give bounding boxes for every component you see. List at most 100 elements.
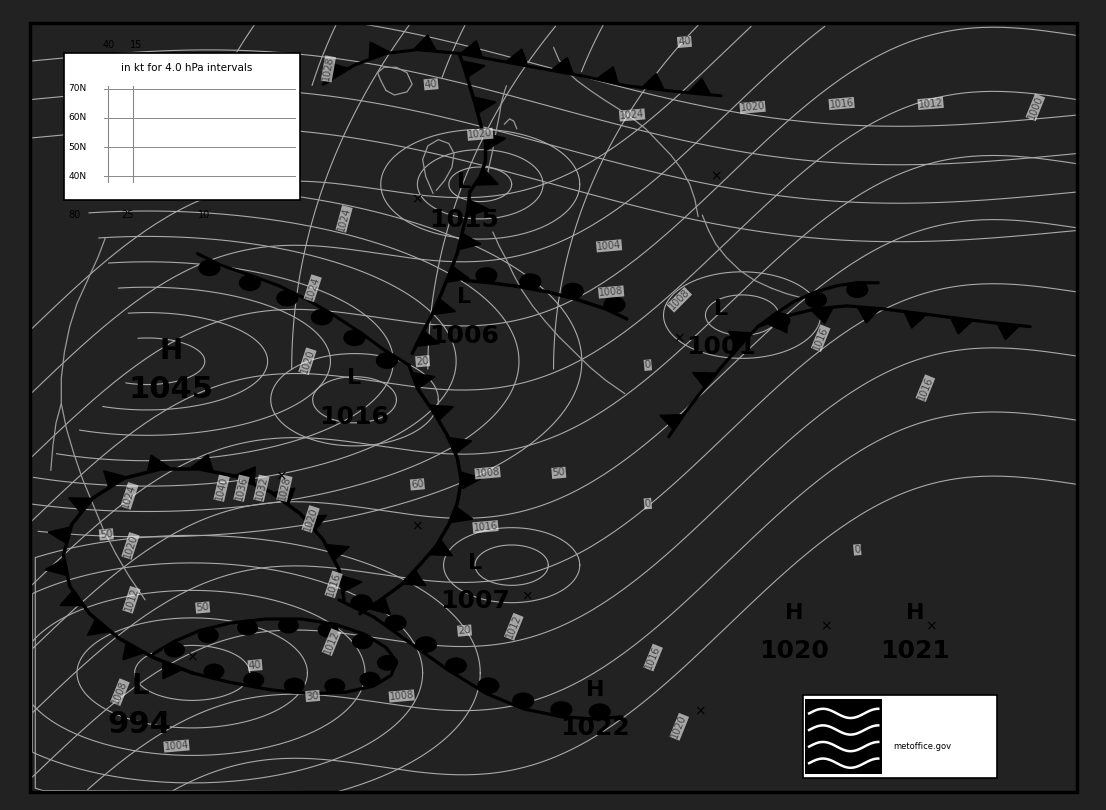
Polygon shape [326,62,348,79]
Circle shape [199,260,220,275]
Text: 1016: 1016 [644,644,662,671]
Text: 1045: 1045 [128,375,213,404]
Circle shape [361,672,379,687]
Polygon shape [104,471,126,488]
Text: 1008: 1008 [389,690,415,702]
Text: 40: 40 [102,40,115,50]
Text: ×: × [820,620,832,633]
Text: 1016: 1016 [325,571,342,598]
Text: 1024: 1024 [336,206,352,232]
Polygon shape [448,437,472,454]
Polygon shape [904,312,927,328]
Text: 1016: 1016 [916,375,935,402]
Text: 0: 0 [644,360,651,370]
Polygon shape [467,199,489,216]
Bar [803,695,997,778]
Polygon shape [367,597,390,614]
Text: 60N: 60N [69,113,87,122]
Text: ×: × [275,470,288,484]
Polygon shape [403,570,426,586]
Text: 1020: 1020 [468,128,493,140]
Circle shape [325,679,345,693]
Circle shape [244,673,263,687]
Circle shape [416,637,436,652]
Text: 1016: 1016 [828,97,854,109]
Polygon shape [60,590,84,606]
Text: ×: × [187,650,198,664]
Circle shape [847,282,868,297]
Polygon shape [325,544,349,561]
Circle shape [376,353,397,369]
Text: 1020: 1020 [740,101,765,113]
Text: H: H [906,603,925,623]
Circle shape [589,704,611,719]
Text: 70N: 70N [69,84,87,93]
Text: L: L [458,288,471,307]
Circle shape [385,616,406,630]
Text: 1006: 1006 [429,324,500,347]
Polygon shape [728,331,752,347]
Text: 1020: 1020 [302,505,320,532]
Polygon shape [596,66,618,84]
Text: 1012: 1012 [504,613,523,640]
Text: L: L [468,553,482,573]
Polygon shape [641,74,665,90]
Text: 1012: 1012 [322,629,341,655]
Circle shape [165,642,185,657]
Polygon shape [449,506,472,523]
Text: 1021: 1021 [880,639,950,663]
Text: ×: × [710,169,722,184]
Text: ×: × [522,589,533,603]
Polygon shape [950,318,973,334]
Polygon shape [272,488,295,505]
Text: 60: 60 [410,479,425,490]
Text: 1001: 1001 [686,335,757,360]
Text: 1016: 1016 [812,325,830,352]
Polygon shape [474,170,499,185]
Text: 1022: 1022 [561,716,630,740]
Polygon shape [692,373,717,388]
Text: metoffice.gov: metoffice.gov [893,742,951,751]
Circle shape [351,595,372,610]
Circle shape [240,275,260,291]
Polygon shape [123,642,145,660]
Text: 20: 20 [416,356,429,367]
Text: 1000: 1000 [1026,94,1044,121]
Circle shape [513,693,533,709]
Polygon shape [69,498,93,513]
Text: 1015: 1015 [429,208,500,232]
Text: 1016: 1016 [320,405,389,428]
Circle shape [312,309,332,325]
Text: 1008: 1008 [111,679,129,706]
Text: 40N: 40N [69,172,86,181]
Circle shape [769,313,790,328]
Circle shape [520,274,541,289]
Text: ×: × [265,169,276,184]
Text: in kt for 4.0 hPa intervals: in kt for 4.0 hPa intervals [122,62,252,73]
Text: 25: 25 [121,211,134,220]
Polygon shape [414,35,437,51]
Polygon shape [460,471,482,488]
Circle shape [551,701,572,717]
Text: ×: × [925,620,937,633]
Text: 1032: 1032 [253,475,269,501]
Circle shape [276,291,298,305]
Text: 50: 50 [196,602,210,613]
Circle shape [476,268,497,283]
Text: 1008: 1008 [474,467,500,479]
Polygon shape [49,526,71,544]
Polygon shape [429,540,452,556]
Text: 1008: 1008 [598,286,624,298]
Text: 50: 50 [552,467,566,479]
Text: L: L [131,672,148,700]
Polygon shape [429,405,453,420]
Text: H: H [159,337,182,365]
Text: 1024: 1024 [304,275,321,301]
Text: L: L [458,172,471,192]
Text: 1020: 1020 [670,714,689,740]
Circle shape [805,292,826,308]
Text: 80: 80 [69,211,81,220]
Polygon shape [303,515,326,531]
Polygon shape [483,133,505,150]
Polygon shape [340,575,362,592]
